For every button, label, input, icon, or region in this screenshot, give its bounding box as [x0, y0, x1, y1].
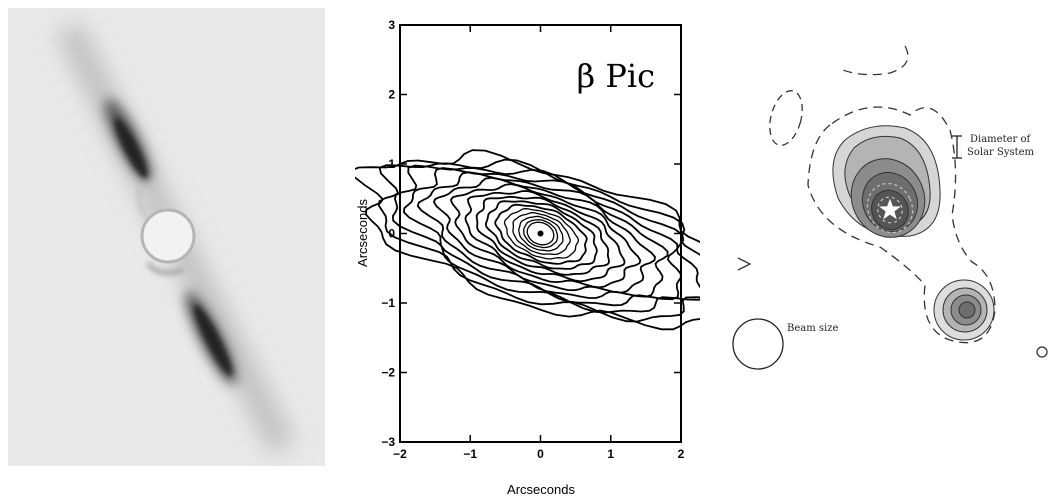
scale-label-line2: Solar System	[967, 147, 1035, 158]
contour-line	[503, 208, 580, 260]
x-tick-label: −2	[393, 447, 407, 461]
x-tick-label: 2	[678, 447, 685, 461]
contour-line	[518, 215, 564, 252]
disk-image-panel	[8, 8, 325, 466]
edge-circle-mark	[1036, 346, 1048, 358]
dashed-contour-small	[769, 90, 803, 146]
contour-line	[494, 203, 588, 265]
contour-line	[432, 176, 656, 294]
contour-chart-panel: −2 −1 0 1 2 −3 −2 −1 0 1 2 3 β Pic Arcseconds Arcse…	[349, 10, 757, 499]
contour-line	[523, 219, 559, 249]
x-tick-label: 0	[537, 447, 544, 461]
star-icon	[879, 198, 901, 220]
beam-size-label: Beam size	[787, 323, 838, 334]
disk-image	[8, 8, 325, 466]
contour-line	[475, 195, 610, 276]
y-tick-label: −2	[381, 366, 395, 380]
peak-point	[537, 230, 544, 237]
contour-lines	[349, 149, 757, 331]
x-tick-label: −1	[463, 447, 477, 461]
chart-title: β Pic	[577, 57, 655, 95]
y-tick-label: 0	[388, 227, 395, 241]
contour-line	[526, 221, 555, 246]
beam-size-circle	[732, 318, 784, 370]
contour-line	[402, 167, 682, 307]
x-axis-label: Arcseconds	[507, 482, 575, 497]
contour-line	[391, 164, 706, 314]
y-tick-label: 2	[388, 88, 395, 102]
y-tick-label: −1	[381, 296, 395, 310]
submm-map-panel: Diameter of Solar System Beam size	[720, 40, 1048, 370]
scale-bar	[952, 135, 962, 159]
contour-line	[512, 212, 571, 256]
contour-line	[349, 149, 757, 331]
scale-label-line1: Diameter of	[970, 134, 1031, 145]
level-4-secondary	[958, 301, 976, 319]
contour-line	[464, 190, 626, 283]
submm-map: Diameter of Solar System Beam size	[732, 45, 1048, 370]
dashed-contour-top	[837, 45, 909, 76]
y-tick-label: 1	[388, 157, 395, 171]
contour-line	[449, 183, 642, 289]
y-axis-label: Arcseconds	[355, 199, 370, 267]
y-tick-label: −3	[381, 435, 395, 449]
contour-line	[484, 200, 598, 270]
x-tick-label: 1	[607, 447, 614, 461]
y-tick-label: 3	[388, 18, 395, 32]
left-arrow-mark	[737, 257, 752, 271]
contour-line	[416, 171, 669, 299]
